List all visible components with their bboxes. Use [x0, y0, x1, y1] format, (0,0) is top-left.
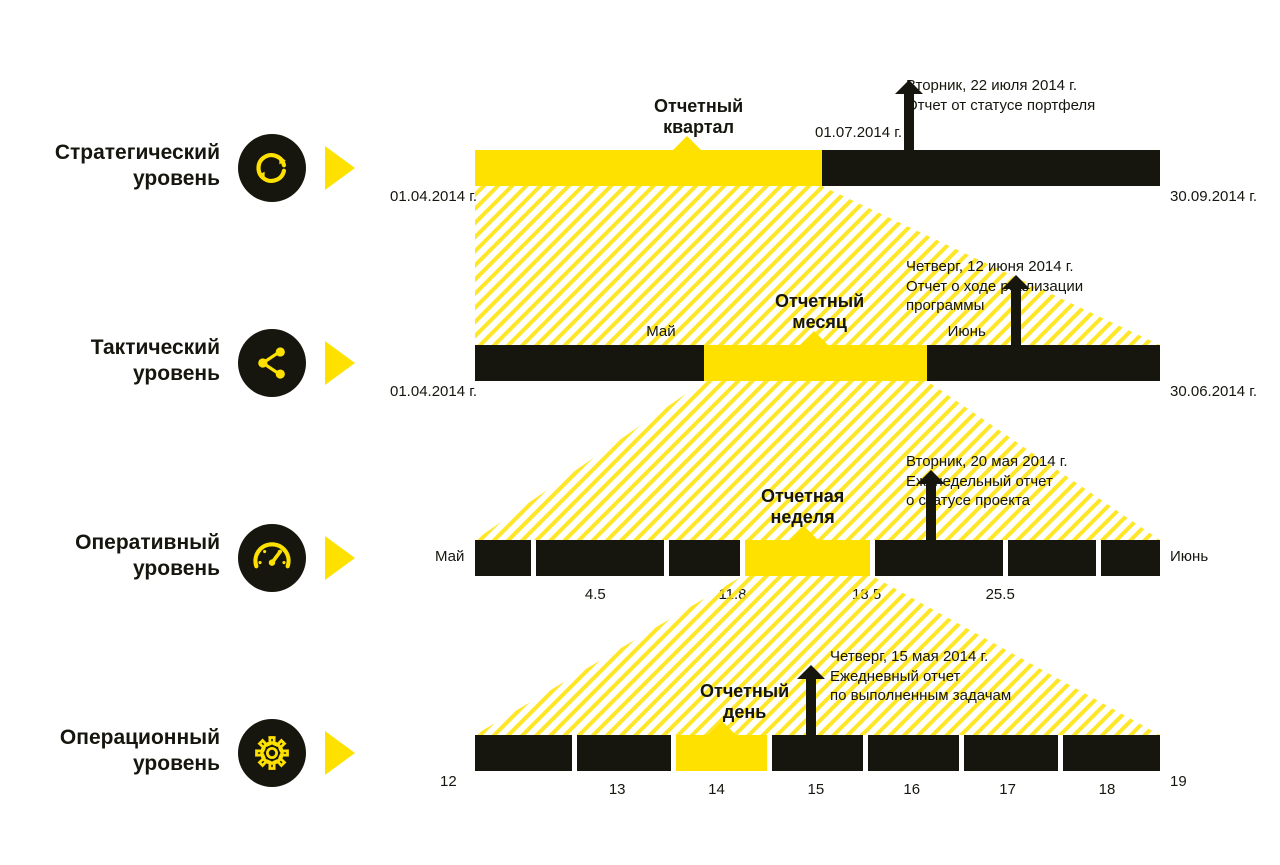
end-label: Июнь: [1170, 548, 1208, 565]
report-arrow-icon: [806, 677, 816, 735]
bar-gap: [664, 540, 669, 576]
timeline-bar: [475, 735, 1160, 771]
pointer-icon: [325, 731, 355, 775]
start-label: 12: [440, 773, 457, 790]
bar-gap: [572, 735, 577, 771]
bar-gap: [863, 735, 868, 771]
report-text: Четверг, 15 мая 2014 г.Ежедневный отчетп…: [830, 647, 1011, 706]
bar-gap: [870, 540, 875, 576]
period-label: Отчетныймесяц: [775, 291, 864, 332]
level-title: Стратегическийуровень: [0, 140, 220, 193]
timeline-bar: [475, 540, 1160, 576]
tick-label: 17: [999, 781, 1016, 798]
timeline-bar: [475, 150, 1160, 186]
start-label: Май: [435, 548, 464, 565]
tick-label: 16: [903, 781, 920, 798]
report-text: Вторник, 22 июля 2014 г.Отчет от статусе…: [906, 76, 1095, 115]
month-header: Июнь: [948, 323, 986, 340]
timeline-highlight: [704, 345, 927, 381]
bar-gap: [767, 735, 772, 771]
bar-gap: [959, 735, 964, 771]
period-marker-icon: [799, 331, 829, 346]
period-label: Отчетныйдень: [700, 681, 789, 722]
level-title: Тактическийуровень: [0, 335, 220, 388]
level-title: Оперативныйуровень: [0, 530, 220, 583]
gear-icon: [238, 719, 306, 787]
period-marker-icon: [672, 136, 702, 151]
pointer-icon: [325, 536, 355, 580]
bar-gap: [1096, 540, 1101, 576]
report-text: Четверг, 12 июня 2014 г.Отчет о ходе реа…: [906, 257, 1083, 316]
boundary-label: 01.07.2014 г.: [815, 124, 902, 141]
period-marker-icon: [707, 721, 737, 736]
report-text: Вторник, 20 мая 2014 г.Еженедельный отче…: [906, 452, 1068, 511]
level-row-3: Операционныйуровень1219ОтчетныйденьЧетве…: [0, 665, 1280, 865]
bar-gap: [740, 540, 745, 576]
bar-gap: [1058, 735, 1063, 771]
tick-label: 18: [1099, 781, 1116, 798]
tick-label: 14: [708, 781, 725, 798]
timeline-bar: [475, 345, 1160, 381]
timeline-highlight: [674, 735, 770, 771]
timeline-highlight: [475, 150, 822, 186]
pointer-icon: [325, 341, 355, 385]
period-marker-icon: [789, 526, 819, 541]
month-header: Май: [646, 323, 675, 340]
period-label: Отчетнаянеделя: [761, 486, 844, 527]
bar-gap: [671, 735, 676, 771]
bar-gap: [1003, 540, 1008, 576]
tick-label: 13: [609, 781, 626, 798]
timeline-highlight: [742, 540, 872, 576]
end-label: 19: [1170, 773, 1187, 790]
level-title: Операционныйуровень: [0, 725, 220, 778]
bar-gap: [531, 540, 536, 576]
period-label: Отчетныйквартал: [654, 96, 743, 137]
pointer-icon: [325, 146, 355, 190]
tick-label: 15: [808, 781, 825, 798]
